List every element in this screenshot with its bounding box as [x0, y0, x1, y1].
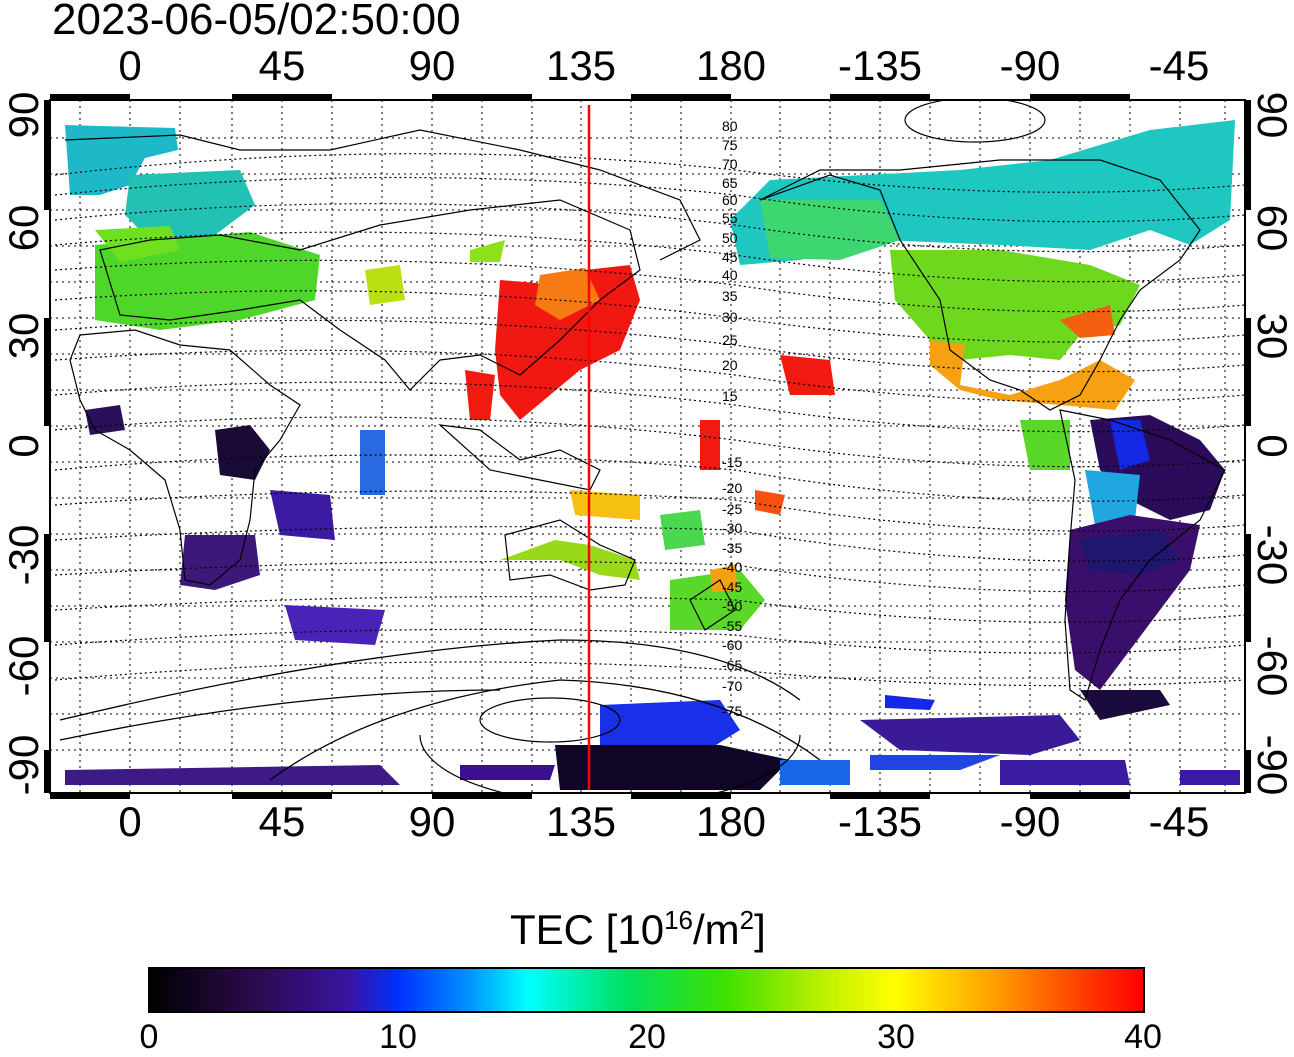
contour-label: 55 — [722, 210, 738, 226]
bottom-lon-tick: 45 — [258, 798, 306, 845]
contour-label: -15 — [722, 454, 742, 470]
bottom-lon-tick: 180 — [695, 798, 767, 845]
colorbar-title-unit-exp: 2 — [739, 905, 755, 935]
contour-label: 40 — [722, 267, 738, 283]
contour-label: -70 — [722, 678, 742, 694]
frame-tick-bars — [44, 94, 1251, 799]
top-lon-tick: 135 — [545, 42, 617, 89]
contour-label: -20 — [722, 480, 742, 496]
bottom-lon-tick: 135 — [545, 798, 617, 845]
contour-label: -25 — [722, 501, 742, 517]
colorbar-title: TEC [1016/m2] — [510, 906, 766, 954]
top-lon-tick: -135 — [837, 42, 923, 89]
colorbar-tick: 10 — [379, 1018, 417, 1056]
colorbar-title-unit: /m — [692, 906, 740, 953]
contour-label: 35 — [722, 288, 738, 304]
bottom-lon-tick: -135 — [837, 798, 923, 845]
colorbar-title-exp: 16 — [664, 905, 693, 935]
top-lon-tick: -45 — [1148, 42, 1210, 89]
colorbar-title-end: ] — [754, 906, 766, 953]
contour-label: -75 — [722, 703, 742, 719]
contour-label: 70 — [722, 156, 738, 172]
timestamp-title: 2023-06-05/02:50:00 — [52, 0, 461, 44]
contour-label: 15 — [722, 388, 738, 404]
tec-data-regions — [65, 120, 1240, 790]
contour-label: 60 — [722, 192, 738, 208]
bottom-lon-tick: 0 — [118, 798, 142, 845]
colorbar-tick: 40 — [1124, 1018, 1162, 1056]
contour-label: 75 — [722, 137, 738, 153]
contour-label: -60 — [722, 637, 742, 653]
contour-label: 30 — [722, 309, 738, 325]
contour-label: -40 — [722, 559, 742, 575]
contour-label: 65 — [722, 175, 738, 191]
contour-label: -65 — [722, 657, 742, 673]
contour-label: 25 — [722, 332, 738, 348]
contour-label: 20 — [722, 357, 738, 373]
bottom-lon-tick: -90 — [999, 798, 1061, 845]
top-lon-tick: 180 — [695, 42, 767, 89]
contour-label: 80 — [722, 118, 738, 134]
top-lon-tick: 90 — [408, 42, 456, 89]
top-lon-tick: 45 — [258, 42, 306, 89]
magnetic-latitude-contours — [54, 153, 1245, 687]
contour-label: -35 — [722, 540, 742, 556]
colorbar-title-main: TEC [10 — [510, 906, 665, 953]
contour-label: -45 — [722, 579, 742, 595]
tec-colorbar — [148, 967, 1145, 1013]
top-lon-tick: -90 — [999, 42, 1061, 89]
bottom-lon-tick: -45 — [1148, 798, 1210, 845]
contour-label: 50 — [722, 230, 738, 246]
contour-label: 45 — [722, 249, 738, 265]
bottom-lon-tick: 90 — [408, 798, 456, 845]
colorbar-tick: 0 — [139, 1018, 159, 1056]
contour-label: -50 — [722, 598, 742, 614]
colorbar-tick: 20 — [628, 1018, 666, 1056]
colorbar-tick: 30 — [877, 1018, 915, 1056]
contour-labels: 80 75 70 65 60 55 50 45 40 35 30 25 20 1… — [722, 118, 742, 719]
contour-label: -55 — [722, 618, 742, 634]
top-lon-tick: 0 — [118, 42, 142, 89]
contour-label: -30 — [722, 520, 742, 536]
magnetic-latitude-contours-solid — [59, 639, 821, 781]
